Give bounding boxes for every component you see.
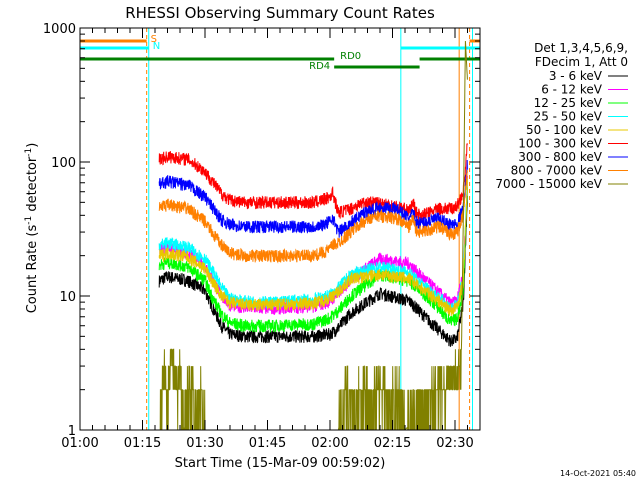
legend-label: 25 - 50 keV	[534, 110, 603, 124]
chart-title: RHESSI Observing Summary Count Rates	[125, 4, 435, 22]
flag-label: RD4	[309, 61, 330, 72]
x-tick-label: 01:45	[249, 436, 286, 451]
timestamp: 14-Oct-2021 05:40	[560, 469, 636, 478]
legend-label: 3 - 6 keV	[549, 69, 603, 83]
legend-label: 50 - 100 keV	[526, 123, 603, 137]
series-line	[158, 178, 468, 317]
series-line	[158, 143, 468, 222]
flag-label: RD0	[340, 51, 361, 62]
series-line	[158, 187, 468, 333]
legend-label: 100 - 300 keV	[518, 137, 602, 151]
legend-header-2: FDecim 1, Att 0	[535, 55, 628, 69]
y-axis-label: Count Rate (s-1 detector-1)	[24, 143, 40, 314]
legend-header-1: Det 1,3,4,5,6,9,	[534, 41, 628, 55]
data-series: SN RD0 RD4	[80, 34, 480, 431]
legend-label: 300 - 800 keV	[518, 150, 602, 164]
x-tick-label: 02:15	[374, 436, 411, 451]
y-tick-label: 1000	[43, 22, 76, 37]
legend-label: 7000 - 15000 keV	[495, 177, 602, 191]
y-tick-label: 1	[68, 424, 76, 439]
y-tick-label: 100	[51, 156, 76, 171]
series-line	[159, 40, 468, 431]
x-tick-label: 01:15	[124, 436, 161, 451]
x-axis-label: Start Time (15-Mar-09 00:59:02)	[175, 456, 386, 471]
x-tick-label: 01:30	[186, 436, 223, 451]
x-tick-label: 02:00	[311, 436, 348, 451]
x-tick-label: 01:00	[61, 436, 98, 451]
series-line	[158, 159, 468, 238]
y-tick-label: 10	[59, 290, 76, 305]
flag-label: N	[153, 41, 160, 52]
legend-label: 800 - 7000 keV	[511, 164, 603, 178]
flag-label: S	[151, 34, 157, 45]
series-line	[158, 195, 468, 347]
legend-label: 12 - 25 keV	[534, 96, 603, 110]
axes: 1 10 100 1000 01:00 01:15 01:30 01:45 02:00 02:15…	[43, 22, 481, 451]
series-line	[158, 170, 468, 264]
x-tick-label: 02:30	[436, 436, 473, 451]
legend-label: 6 - 12 keV	[541, 83, 603, 97]
